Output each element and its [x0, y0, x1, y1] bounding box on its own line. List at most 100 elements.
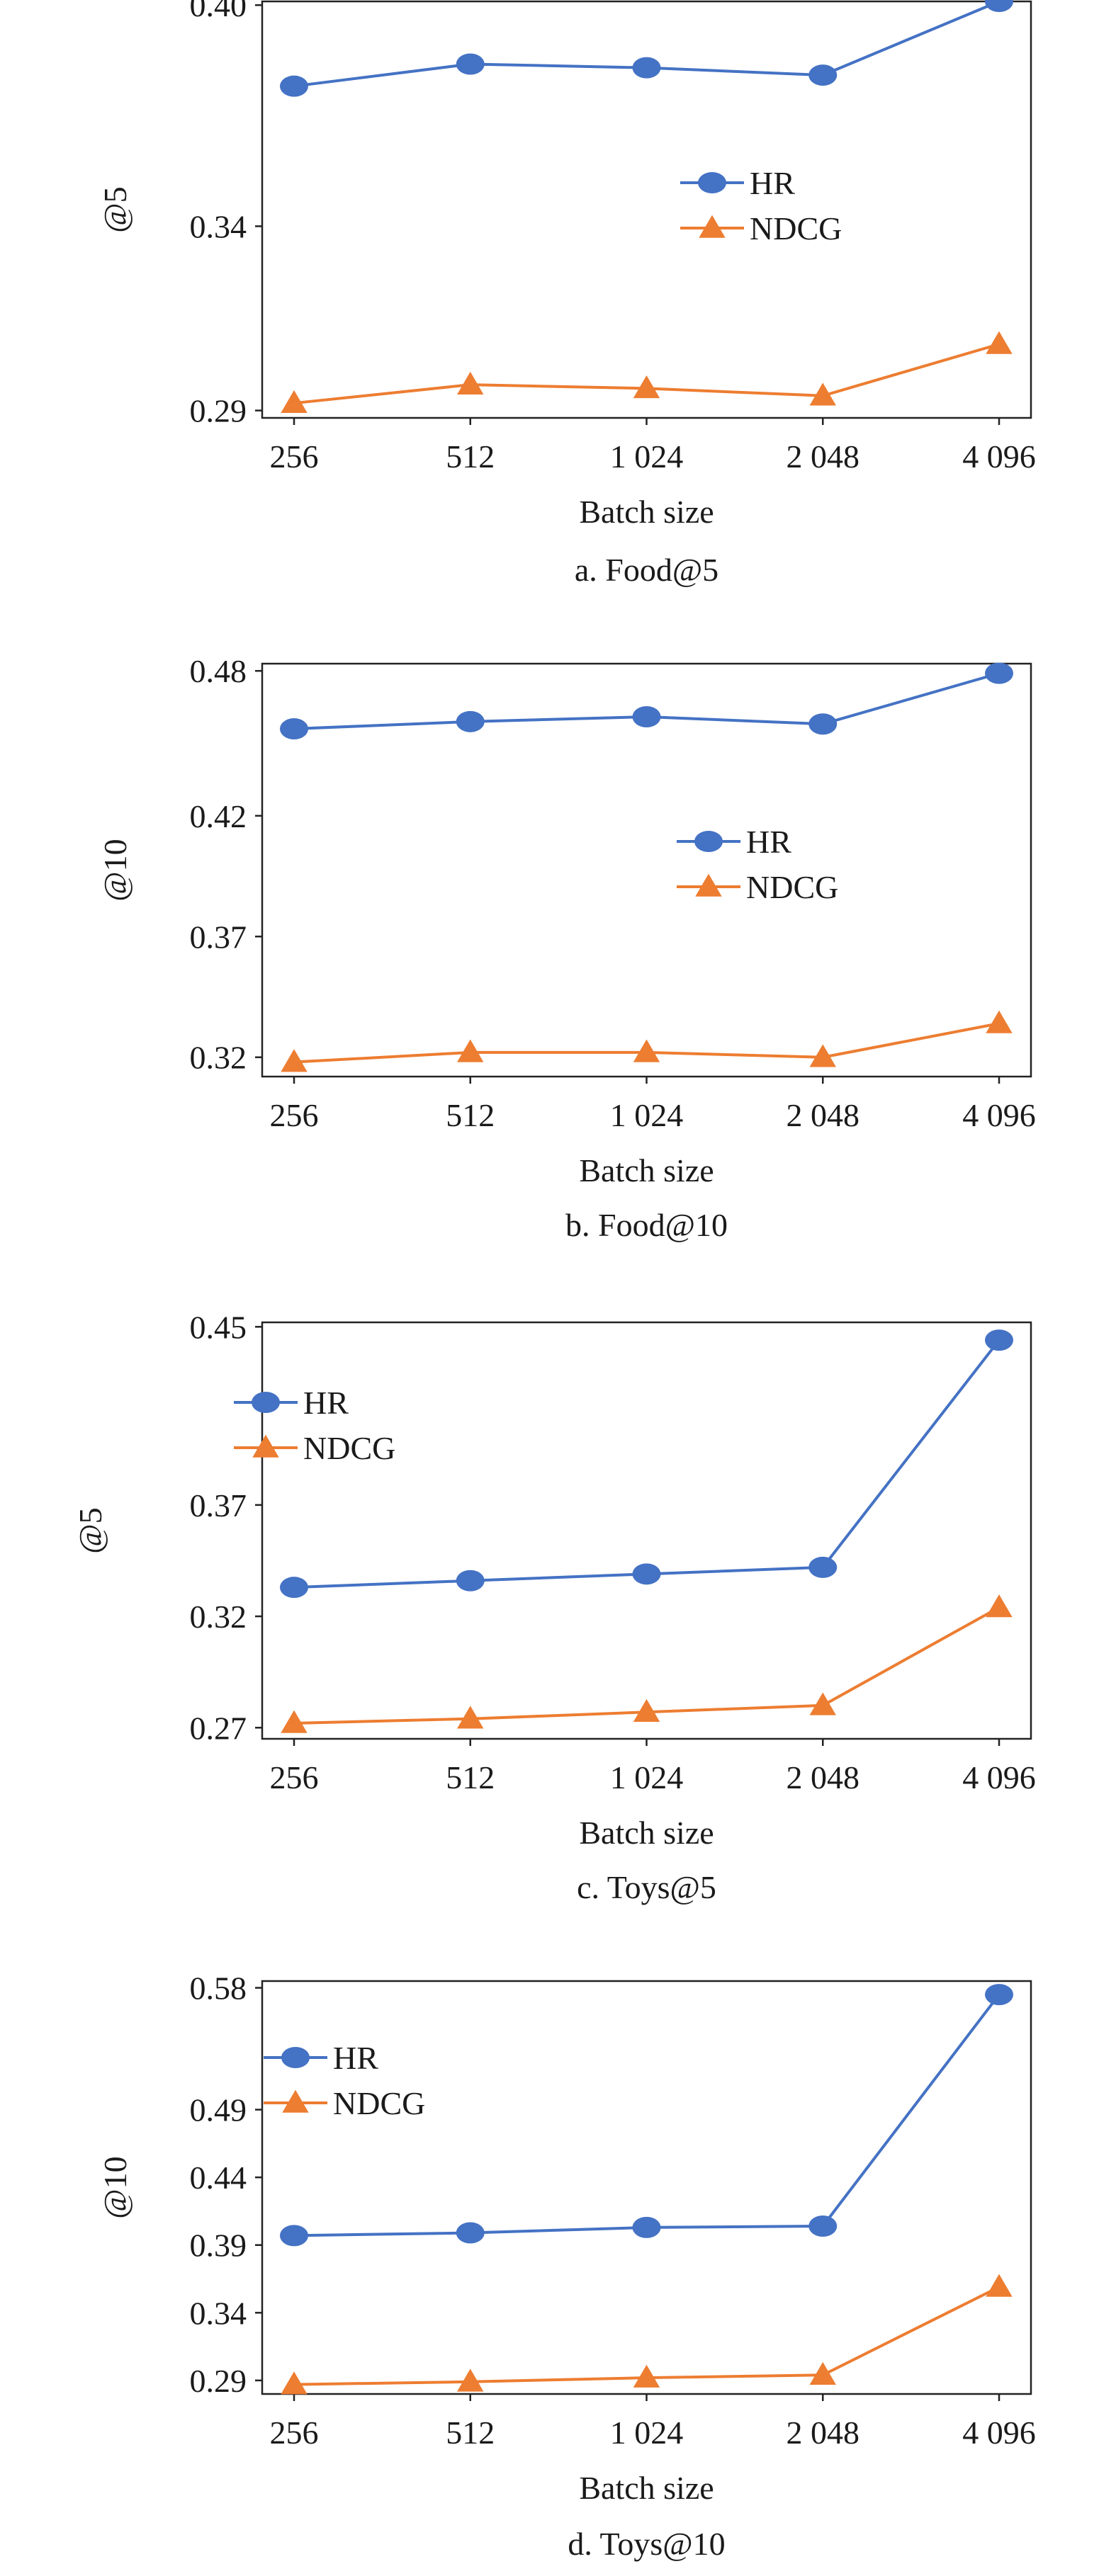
x-tick-label: 256	[270, 1097, 319, 1133]
data-point-hr	[280, 718, 308, 740]
legend-label-ndcg: NDCG	[750, 210, 842, 246]
data-point-ndcg	[809, 1692, 836, 1715]
x-axis-label: Batch size	[579, 1152, 714, 1188]
data-point-ndcg	[986, 331, 1013, 354]
chart-caption: d. Toys@10	[568, 2526, 725, 2562]
x-axis-label: Batch size	[579, 494, 714, 530]
y-tick-label: 0.37	[190, 919, 247, 955]
chart-caption: a. Food@5	[575, 552, 718, 588]
legend-marker-ndcg	[699, 215, 726, 238]
x-tick-label: 2 048	[787, 1759, 860, 1795]
data-point-hr	[456, 710, 485, 732]
legend-label-hr: HR	[303, 1385, 349, 1421]
data-point-hr	[280, 1577, 308, 1599]
data-point-ndcg	[986, 1594, 1013, 1618]
data-point-hr	[808, 64, 838, 86]
data-point-ndcg	[986, 1010, 1013, 1033]
x-tick-label: 1 024	[610, 1759, 684, 1795]
x-tick-label: 512	[446, 1097, 495, 1133]
x-tick-label: 4 096	[962, 438, 1036, 475]
y-axis-label: @10	[97, 839, 133, 901]
data-point-hr	[985, 662, 1013, 684]
data-point-hr	[632, 57, 661, 79]
y-tick-label: 0.32	[190, 1599, 247, 1635]
x-tick-label: 4 096	[962, 1759, 1036, 1795]
chart-panel-3: 0.27 0.32 0.37 0.45 256 512 1 024 2 048 4 096 Bat…	[72, 1309, 1036, 1905]
data-point-ndcg	[809, 382, 836, 406]
plot-frame	[261, 1321, 1032, 1740]
x-tick-label: 256	[270, 2415, 319, 2451]
x-axis-label: Batch size	[579, 1815, 714, 1851]
legend: HR NDCG	[264, 2040, 425, 2121]
y-tick-label: 0.40	[190, 0, 247, 23]
data-point-hr	[456, 53, 485, 75]
data-point-hr	[808, 2215, 838, 2237]
x-tick-label: 256	[270, 438, 319, 475]
data-point-ndcg	[633, 2364, 660, 2388]
y-tick-label: 0.49	[190, 2092, 247, 2128]
data-point-hr	[632, 2216, 661, 2238]
data-point-hr	[456, 2222, 485, 2244]
data-point-hr	[280, 2225, 308, 2247]
series-line-hr	[293, 1339, 1001, 1589]
data-point-hr	[985, 1984, 1013, 2006]
x-tick-label: 1 024	[610, 2415, 684, 2451]
x-tick-label: 4 096	[962, 2415, 1036, 2451]
data-point-ndcg	[809, 2361, 836, 2385]
x-tick-label: 512	[446, 438, 495, 475]
legend-marker-hr	[252, 1392, 280, 1413]
y-tick-label: 0.32	[190, 1040, 247, 1076]
legend-label-hr: HR	[333, 2040, 378, 2076]
x-tick-label: 2 048	[787, 438, 860, 475]
chart-panel-2: 0.32 0.37 0.42 0.48 256 512 1 024 2 048 4 096 Bat…	[97, 653, 1036, 1243]
data-point-ndcg	[281, 390, 308, 413]
data-point-ndcg	[457, 1039, 484, 1062]
legend-marker-ndcg	[282, 2089, 309, 2113]
data-point-ndcg	[633, 1698, 660, 1723]
legend-label-ndcg: NDCG	[746, 869, 838, 905]
legend-label-ndcg: NDCG	[303, 1430, 395, 1466]
data-point-hr	[632, 706, 661, 728]
data-point-ndcg	[809, 1044, 836, 1067]
y-axis-label: @5	[72, 1507, 108, 1553]
data-point-ndcg	[457, 371, 484, 395]
x-tick-label: 2 048	[787, 1097, 860, 1133]
x-tick-label: 2 048	[787, 2415, 860, 2451]
x-tick-label: 512	[446, 1759, 495, 1795]
y-tick-label: 0.37	[190, 1487, 247, 1524]
data-point-ndcg	[457, 1706, 484, 1729]
legend-marker-hr	[281, 2047, 310, 2068]
data-point-ndcg	[281, 1710, 308, 1733]
data-point-ndcg	[281, 1049, 308, 1072]
data-point-hr	[985, 1329, 1013, 1351]
legend-label-ndcg: NDCG	[333, 2085, 425, 2121]
data-point-hr	[632, 1563, 661, 1585]
chart-panel-4: 0.29 0.34 0.39 0.44 0.49 0.58 256 512 1 024 2 048…	[97, 1970, 1036, 2562]
data-point-ndcg	[633, 1039, 660, 1062]
y-tick-label: 0.58	[190, 1970, 247, 2007]
y-axis-label: @5	[97, 186, 133, 232]
data-point-ndcg	[457, 2368, 484, 2392]
legend-marker-hr	[694, 831, 723, 852]
data-point-hr	[280, 75, 308, 97]
y-tick-label: 0.34	[190, 208, 247, 244]
x-tick-label: 256	[270, 1759, 319, 1795]
data-point-hr	[808, 713, 838, 735]
y-tick-label: 0.39	[190, 2228, 247, 2264]
data-point-hr	[985, 0, 1013, 12]
legend-marker-ndcg	[695, 873, 722, 897]
data-point-ndcg	[633, 375, 660, 399]
x-tick-label: 1 024	[610, 438, 684, 475]
legend: HR NDCG	[234, 1385, 395, 1466]
x-tick-label: 512	[446, 2415, 495, 2451]
y-tick-label: 0.48	[190, 653, 247, 689]
legend-label-hr: HR	[746, 824, 791, 860]
y-tick-label: 0.34	[190, 2295, 247, 2331]
x-tick-label: 1 024	[610, 1097, 684, 1133]
data-point-hr	[456, 1570, 485, 1591]
legend: HR NDCG	[677, 824, 838, 905]
x-axis-label: Batch size	[579, 2470, 714, 2506]
y-tick-label: 0.42	[190, 798, 247, 834]
y-axis-label: @10	[97, 2156, 133, 2218]
